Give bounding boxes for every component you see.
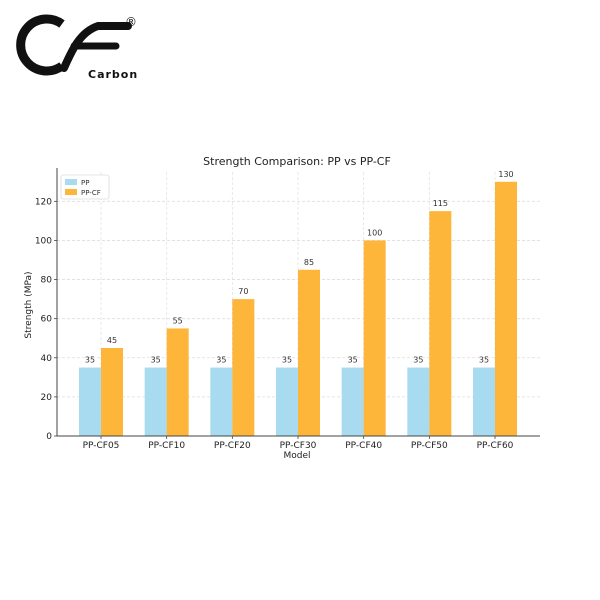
data-label: 35 [413, 356, 423, 365]
bar-pp-cf-pp-cf30 [298, 269, 320, 436]
bar-pp-pp-cf50 [407, 367, 430, 436]
x-tick-label: PP-CF60 [477, 441, 514, 451]
bar-pp-pp-cf05 [79, 367, 101, 436]
data-label: 35 [479, 356, 489, 365]
x-tick-label: PP-CF40 [345, 441, 382, 451]
legend-label: PP [81, 179, 89, 187]
bar-pp-cf-pp-cf20 [232, 299, 255, 436]
legend-swatch [65, 189, 77, 195]
data-label: 35 [151, 356, 161, 365]
bar-pp-cf-pp-cf10 [166, 328, 189, 436]
data-label: 35 [282, 356, 292, 365]
x-tick-label: PP-CF20 [214, 441, 251, 451]
bar-pp-pp-cf30 [276, 367, 298, 436]
logo-f-swoosh [60, 22, 132, 72]
bar-pp-cf-pp-cf40 [363, 240, 386, 436]
legend: PP PP-CF [60, 174, 110, 200]
bar-pp-pp-cf10 [144, 367, 167, 436]
y-tick-label: 60 [41, 315, 53, 325]
registered-mark: ® [125, 15, 137, 29]
chart-title: Strength Comparison: PP vs PP-CF [203, 155, 391, 168]
bar-pp-pp-cf60 [473, 367, 495, 436]
bar-pp-cf-pp-cf50 [429, 211, 452, 436]
data-label: 55 [173, 316, 183, 325]
logo-c-letter [16, 14, 65, 76]
bar-layer: 35 35 35 35 35 35 35 45 55 70 85 100 115 130 [79, 170, 517, 436]
bar-pp-pp-cf20 [210, 367, 233, 436]
x-tick-label: PP-CF10 [148, 441, 185, 451]
bar-pp-pp-cf40 [341, 367, 364, 436]
y-tick-label: 100 [35, 236, 52, 246]
y-axis-title: Strength (MPa) [24, 271, 34, 338]
cf-carbon-logo: ® Carbon [16, 14, 138, 81]
brand-name: Carbon [88, 68, 138, 81]
data-label: 45 [107, 336, 117, 345]
bar-pp-cf-pp-cf60 [495, 181, 517, 436]
data-label: 85 [304, 258, 314, 267]
data-label: 115 [433, 199, 448, 208]
y-tick-label: 120 [35, 197, 52, 207]
data-label: 35 [216, 356, 226, 365]
y-tick-label: 0 [46, 432, 52, 442]
x-axis-title: Model [283, 451, 310, 461]
y-tick-label: 20 [41, 393, 53, 403]
y-tick-label: 40 [41, 354, 53, 364]
legend-label: PP-CF [81, 189, 101, 197]
bar-pp-cf-pp-cf05 [101, 348, 123, 436]
data-label: 70 [238, 287, 248, 296]
x-tick-label: PP-CF50 [411, 441, 448, 451]
legend-swatch [65, 179, 77, 185]
data-label: 100 [367, 228, 382, 237]
axes-layer: 0 20 40 60 80 100 120 PP-CF05 PP-CF10 PP-CF20 PP-C… [35, 168, 540, 451]
x-tick-label: PP-CF05 [83, 441, 120, 451]
x-tick-label: PP-CF30 [280, 441, 317, 451]
data-label: 130 [498, 170, 513, 179]
y-tick-label: 80 [41, 276, 53, 286]
data-label: 35 [348, 356, 358, 365]
data-label: 35 [85, 356, 95, 365]
